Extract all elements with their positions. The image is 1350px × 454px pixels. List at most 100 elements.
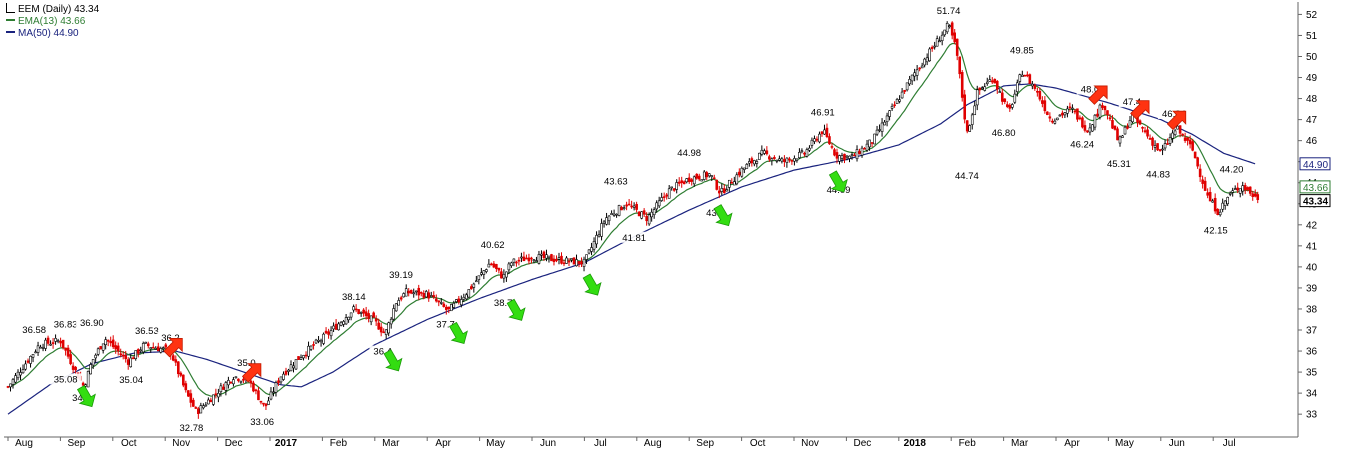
candle-body bbox=[677, 181, 681, 184]
candle bbox=[202, 403, 205, 410]
candle-body bbox=[760, 149, 764, 155]
candle-body bbox=[116, 345, 120, 352]
price-annotation-bg bbox=[432, 318, 459, 330]
price-annotation: 35.08 bbox=[49, 373, 82, 385]
candle bbox=[131, 356, 135, 360]
candle-body bbox=[1213, 197, 1217, 212]
candle bbox=[612, 209, 616, 217]
candle bbox=[254, 388, 258, 395]
candle bbox=[199, 402, 203, 414]
price-annotation-label: 44.20 bbox=[1220, 165, 1244, 176]
candle bbox=[487, 259, 491, 268]
candle-body bbox=[144, 341, 148, 344]
candle bbox=[825, 123, 829, 139]
candle-body bbox=[823, 129, 826, 135]
candle bbox=[1108, 113, 1112, 121]
candle-body bbox=[710, 175, 714, 177]
candle-body bbox=[532, 259, 536, 262]
candle-body bbox=[920, 65, 924, 69]
candle bbox=[171, 353, 175, 362]
candle bbox=[1093, 114, 1097, 131]
candle bbox=[1101, 102, 1104, 111]
candle-body bbox=[1243, 185, 1247, 191]
candle bbox=[945, 21, 949, 35]
price-annotation: 43. bbox=[702, 206, 724, 219]
price-annotation: 47.4 bbox=[1118, 96, 1146, 108]
candle-body bbox=[615, 213, 618, 216]
candle-body bbox=[635, 203, 638, 210]
candle bbox=[224, 381, 228, 396]
candle bbox=[229, 381, 233, 384]
candle bbox=[695, 173, 699, 180]
price-annotation-bg bbox=[18, 323, 51, 335]
candle-body bbox=[312, 344, 315, 346]
candle-body bbox=[950, 22, 954, 36]
candle-body bbox=[267, 400, 270, 405]
candle bbox=[753, 159, 756, 167]
candle bbox=[1238, 188, 1242, 198]
candle bbox=[783, 155, 786, 167]
candle bbox=[1041, 96, 1044, 108]
candle bbox=[875, 125, 879, 137]
candle bbox=[184, 380, 188, 393]
candle-body bbox=[1008, 104, 1012, 109]
candle bbox=[21, 364, 25, 374]
candle-body bbox=[91, 359, 95, 366]
candle-body bbox=[359, 312, 363, 314]
candle bbox=[745, 162, 749, 169]
candle-body bbox=[820, 131, 824, 135]
axis-tag-label: 43.66 bbox=[1303, 183, 1328, 194]
candle-body bbox=[1153, 145, 1157, 148]
candle-body bbox=[1101, 105, 1104, 108]
price-annotation-label: 44.98 bbox=[677, 148, 701, 159]
price-annotation: 48.00 bbox=[1076, 83, 1109, 96]
candle bbox=[1191, 138, 1194, 152]
candle bbox=[995, 80, 999, 94]
candle bbox=[990, 77, 994, 84]
candle-body bbox=[237, 378, 240, 382]
candle-body bbox=[449, 304, 453, 312]
candle bbox=[955, 38, 959, 61]
candle-body bbox=[572, 257, 576, 265]
candle-body bbox=[1003, 98, 1007, 103]
candle bbox=[918, 67, 921, 72]
candle bbox=[602, 220, 606, 228]
candle bbox=[1241, 181, 1245, 196]
candle bbox=[327, 328, 330, 339]
candle-body bbox=[582, 258, 586, 267]
candle bbox=[249, 378, 253, 388]
candle-body bbox=[1158, 149, 1162, 151]
candle-body bbox=[61, 339, 65, 348]
candle bbox=[778, 155, 781, 162]
candle-body bbox=[259, 400, 263, 403]
candle-body bbox=[101, 343, 105, 351]
candle bbox=[111, 335, 115, 350]
candle-body bbox=[1118, 136, 1122, 144]
price-annotation-bg bbox=[599, 175, 632, 187]
candle bbox=[923, 57, 926, 68]
candle bbox=[490, 262, 493, 266]
x-tick-label: Jul bbox=[1223, 438, 1236, 449]
x-tick-label: Sep bbox=[68, 438, 86, 449]
candle-body bbox=[768, 156, 771, 160]
candle-body bbox=[379, 326, 383, 333]
candle bbox=[387, 321, 390, 337]
candle bbox=[177, 361, 180, 378]
candle bbox=[970, 112, 974, 130]
candle-body bbox=[855, 149, 859, 160]
candle bbox=[700, 179, 704, 182]
candle bbox=[409, 289, 413, 295]
candle-body bbox=[722, 188, 726, 194]
x-tick-label: May bbox=[1115, 438, 1134, 449]
candle-body bbox=[963, 94, 967, 120]
legend-label-ema: EMA(13) 43.66 bbox=[18, 16, 86, 27]
candle bbox=[790, 159, 794, 165]
candle bbox=[480, 267, 483, 277]
candle-body bbox=[354, 308, 358, 311]
candle bbox=[19, 367, 22, 381]
price-annotation-bg bbox=[932, 4, 965, 16]
candle bbox=[384, 329, 388, 339]
candle bbox=[720, 183, 724, 196]
candle bbox=[973, 100, 977, 116]
candle-body bbox=[202, 405, 205, 409]
